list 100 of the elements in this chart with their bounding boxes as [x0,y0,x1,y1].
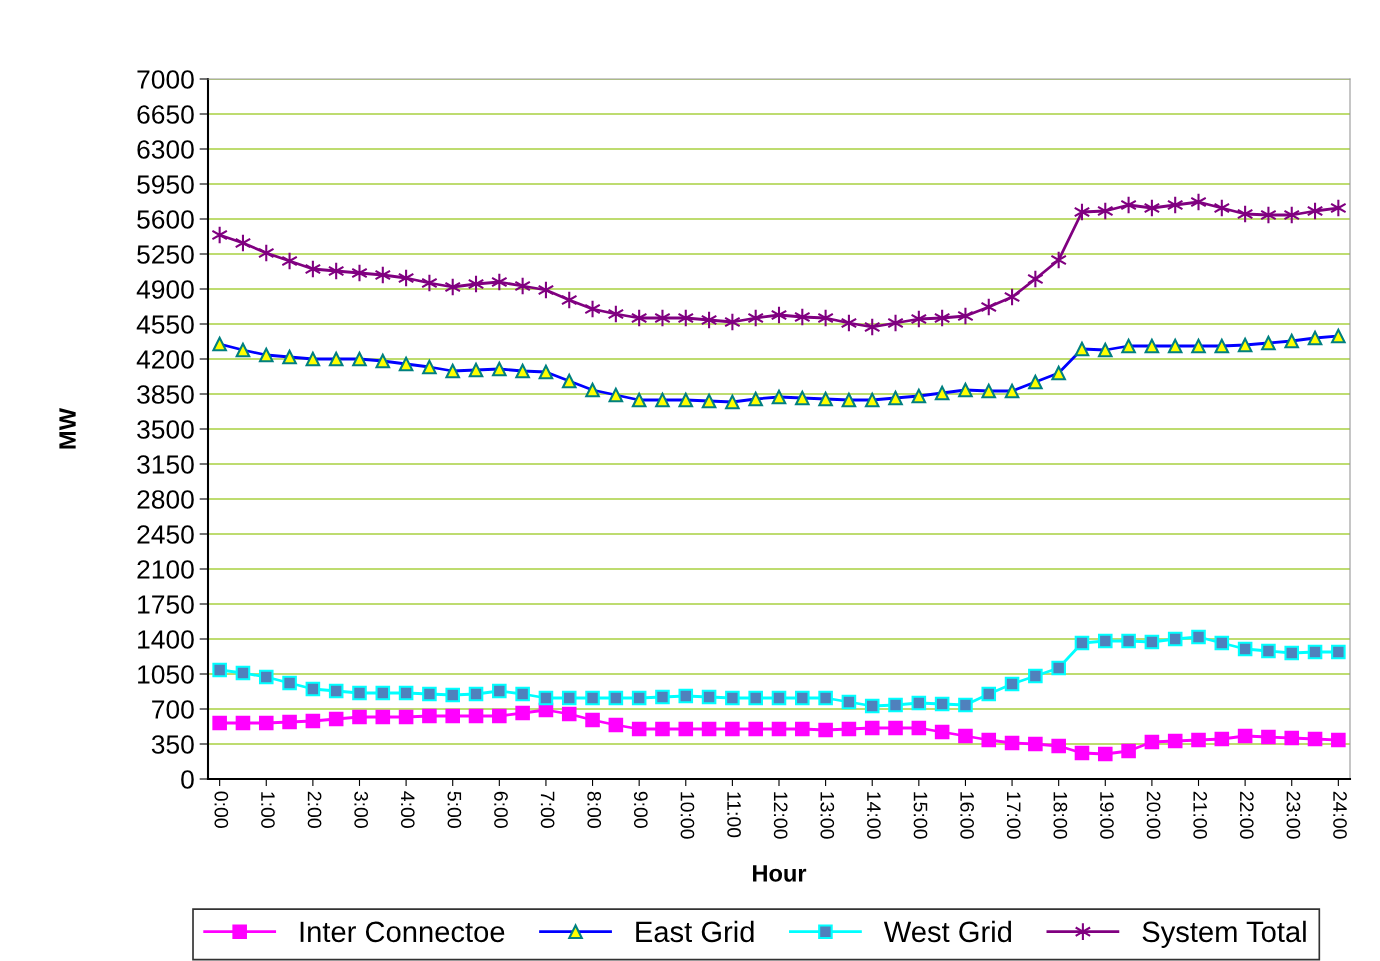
point [235,715,251,731]
point [492,708,507,724]
x-tick-label: 13:00 [820,792,835,839]
y-tick-label: 2450 [137,525,194,544]
point [351,263,368,283]
point [398,709,414,725]
point [795,690,810,706]
point [981,686,997,702]
point [1284,730,1300,746]
point [631,721,647,737]
y-tick-label: 6650 [137,105,194,124]
point [258,715,274,731]
point [1074,635,1090,651]
point [911,720,927,736]
x-tick-label: 2:00 [307,791,322,828]
point [1167,733,1183,749]
legend-label: West Grid [883,920,1012,943]
x-tick-label: 23:00 [1286,791,1301,839]
point [934,724,950,740]
point [678,721,694,737]
point [1028,736,1043,752]
point [398,685,414,701]
point [1004,735,1020,751]
point [655,721,670,737]
point [818,690,833,706]
x-tick-label: 21:00 [1193,791,1208,839]
legend-label: Inter Connectoe [300,921,505,943]
point [1237,641,1253,657]
x-axis-title: Hour [753,865,807,882]
point [445,708,460,724]
point [1261,643,1276,659]
point [468,708,484,724]
point [864,698,880,714]
point [585,690,600,706]
x-tick-label: 18:00 [1053,792,1068,839]
point [1307,731,1323,747]
y-tick-label: 1400 [138,630,194,649]
y-tick-label: 700 [152,700,194,719]
y-axis-title: MW [59,408,76,449]
y-tick-label: 4900 [136,280,194,299]
point [1144,634,1160,650]
x-tick-label: 24:00 [1333,791,1347,839]
point [1307,644,1323,660]
point [1004,676,1020,692]
point [748,721,763,737]
x-tick-label: 9:00 [633,791,648,828]
point [1167,631,1183,647]
point [864,720,880,736]
point [1261,729,1276,745]
y-tick-label: 2800 [137,490,194,509]
x-tick-label: 22:00 [1239,791,1254,839]
point [515,686,530,702]
point [235,665,251,681]
point [561,690,577,706]
point [1051,660,1066,676]
y-tick-label: 1050 [138,665,194,684]
x-tick-label: 14:00 [867,792,881,839]
x-tick-label: 8:00 [587,791,602,828]
point [1191,732,1206,748]
point [981,732,997,748]
x-tick-label: 16:00 [960,792,974,839]
point [655,689,670,705]
point [1191,629,1206,645]
point [841,721,857,737]
y-tick-label: 5250 [137,245,194,264]
point [1237,728,1253,744]
x-tick-label: 7:00 [540,791,555,828]
x-tick-label: 15:00 [913,792,928,839]
point [282,675,297,691]
point [725,690,740,706]
y-tick-label: 1750 [138,595,194,614]
point [422,708,437,724]
point [212,715,227,731]
point [1051,738,1066,754]
point [492,683,507,699]
x-tick-label: 3:00 [354,791,369,828]
point [887,313,904,333]
point [352,685,367,701]
x-tick-label: 5:00 [447,791,462,828]
point [748,690,763,706]
x-tick-label: 0:00 [214,791,229,828]
point [282,714,297,730]
point [1214,731,1230,747]
point [328,683,344,699]
point [585,712,600,728]
point [1074,745,1090,761]
point [1098,746,1113,762]
point [328,711,344,727]
point [958,697,973,713]
point [795,721,810,737]
point [1331,732,1346,748]
x-tick-label: 4:00 [400,791,415,828]
point [305,713,321,729]
legend-label: East Grid [636,920,754,943]
x-tick-label: 20:00 [1146,791,1161,839]
point [1028,668,1043,684]
point [258,669,274,685]
point [1284,645,1300,661]
point [1331,644,1346,660]
point [608,690,624,706]
